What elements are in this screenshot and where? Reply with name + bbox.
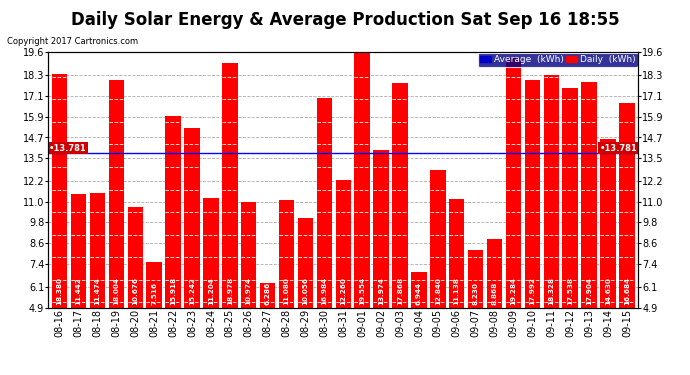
- Bar: [146, 262, 162, 375]
- Bar: [279, 200, 295, 375]
- Text: 17.992: 17.992: [529, 277, 535, 305]
- Text: 19.284: 19.284: [511, 277, 516, 305]
- Text: 18.978: 18.978: [227, 277, 233, 305]
- Bar: [582, 82, 597, 375]
- Text: •13.781: •13.781: [49, 144, 87, 153]
- Bar: [166, 116, 181, 375]
- Legend: Average  (kWh), Daily  (kWh): Average (kWh), Daily (kWh): [477, 53, 638, 67]
- Text: 18.380: 18.380: [57, 277, 63, 305]
- Text: 11.442: 11.442: [75, 277, 81, 305]
- Bar: [524, 80, 540, 375]
- Text: 12.260: 12.260: [340, 277, 346, 305]
- Text: Copyright 2017 Cartronics.com: Copyright 2017 Cartronics.com: [7, 38, 138, 46]
- Bar: [184, 128, 200, 375]
- Text: Daily Solar Energy & Average Production Sat Sep 16 18:55: Daily Solar Energy & Average Production …: [70, 11, 620, 29]
- Text: 10.676: 10.676: [132, 277, 138, 305]
- Text: 16.984: 16.984: [322, 277, 327, 305]
- Bar: [544, 75, 559, 375]
- Bar: [411, 272, 426, 375]
- Text: 6.944: 6.944: [416, 282, 422, 305]
- Bar: [468, 250, 484, 375]
- Bar: [241, 202, 257, 375]
- Bar: [600, 139, 615, 375]
- Bar: [71, 194, 86, 375]
- Text: 6.286: 6.286: [265, 282, 270, 305]
- Text: 10.974: 10.974: [246, 277, 252, 305]
- Text: 17.538: 17.538: [567, 277, 573, 305]
- Text: 11.080: 11.080: [284, 277, 290, 305]
- Text: 11.138: 11.138: [454, 277, 460, 305]
- Bar: [392, 82, 408, 375]
- Text: •13.781: •13.781: [600, 144, 638, 153]
- Bar: [430, 170, 446, 375]
- Bar: [90, 194, 105, 375]
- Bar: [562, 88, 578, 375]
- Text: 17.868: 17.868: [397, 277, 403, 305]
- Bar: [222, 63, 237, 375]
- Text: 13.974: 13.974: [378, 277, 384, 305]
- Text: 19.554: 19.554: [359, 277, 365, 305]
- Text: 17.904: 17.904: [586, 277, 592, 305]
- Bar: [260, 284, 275, 375]
- Text: 14.630: 14.630: [605, 277, 611, 305]
- Text: 18.328: 18.328: [549, 277, 554, 305]
- Bar: [486, 238, 502, 375]
- Bar: [335, 180, 351, 375]
- Bar: [355, 53, 370, 375]
- Bar: [128, 207, 143, 375]
- Text: 8.230: 8.230: [473, 282, 479, 305]
- Bar: [108, 80, 124, 375]
- Text: 7.516: 7.516: [151, 282, 157, 305]
- Bar: [203, 198, 219, 375]
- Text: 15.918: 15.918: [170, 277, 176, 305]
- Bar: [506, 58, 521, 375]
- Text: 16.684: 16.684: [624, 277, 630, 305]
- Bar: [317, 98, 332, 375]
- Bar: [373, 150, 389, 375]
- Text: 12.840: 12.840: [435, 277, 441, 305]
- Text: 18.004: 18.004: [113, 277, 119, 305]
- Bar: [619, 103, 635, 375]
- Text: 11.204: 11.204: [208, 277, 214, 305]
- Text: 15.242: 15.242: [189, 277, 195, 305]
- Bar: [449, 199, 464, 375]
- Text: 8.868: 8.868: [491, 282, 497, 305]
- Text: 10.056: 10.056: [302, 277, 308, 305]
- Text: 11.474: 11.474: [95, 277, 101, 305]
- Bar: [52, 74, 68, 375]
- Bar: [297, 218, 313, 375]
